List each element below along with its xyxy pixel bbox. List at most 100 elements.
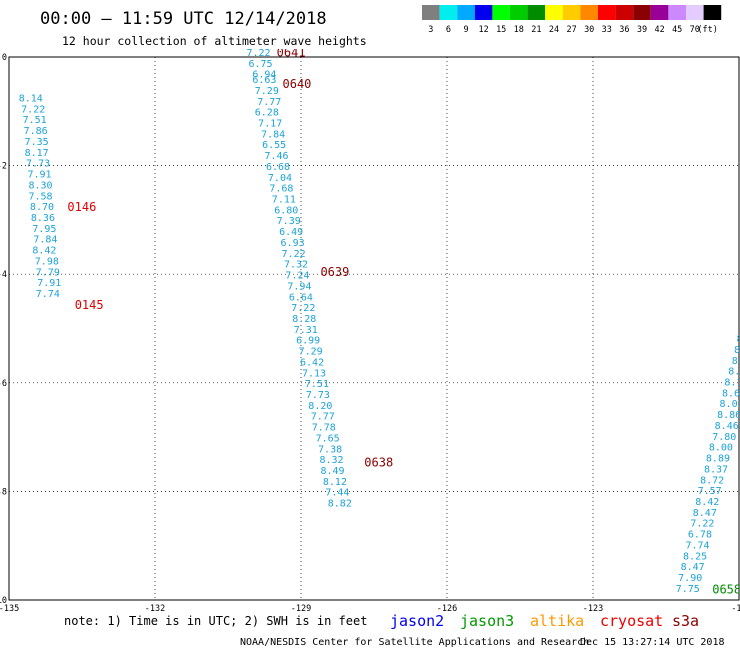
wave-height-value: 8.12	[323, 477, 347, 488]
time-stamp: 0145	[75, 298, 104, 312]
satellite-s3a: s3a	[672, 612, 699, 630]
wave-height-value: 8.1	[737, 334, 740, 345]
wave-height-value: 7.73	[26, 159, 50, 170]
wave-height-value: 8.28	[292, 314, 316, 325]
lat-tick-label: 0	[2, 53, 7, 63]
wave-height-value: 7.24	[285, 271, 309, 282]
lat-tick-label: -4	[0, 270, 7, 280]
wave-height-value: 7.22	[21, 104, 45, 115]
wave-height-value: 7.22	[291, 303, 315, 314]
wave-height-value: 7.11	[272, 195, 296, 206]
satellite-cryosat: cryosat	[600, 612, 663, 630]
legend-label: 30	[584, 25, 594, 35]
legend-swatch	[686, 5, 704, 20]
wave-height-value: 8.34	[734, 345, 740, 356]
time-stamp: 0639	[320, 265, 349, 279]
legend-swatch	[668, 5, 686, 20]
wave-height-value: 6.28	[255, 108, 279, 119]
satellite-altika: altika	[530, 612, 584, 630]
units-note: note: 1) Time is in UTC; 2) SWH is in fe…	[64, 614, 367, 628]
wave-height-value: 7.51	[305, 379, 329, 390]
legend-swatch	[457, 5, 475, 20]
generated-timestamp: Dec 15 13:27:14 UTC 2018	[580, 637, 725, 648]
wave-height-value: 8.32	[319, 455, 343, 466]
wave-height-value: 7.13	[302, 368, 326, 379]
wave-height-value: 8.42	[32, 246, 56, 257]
wave-height-value: 7.95	[32, 224, 56, 235]
wave-height-value: 7.22	[246, 48, 270, 59]
satellite-jason2: jason2	[390, 612, 444, 630]
wave-height-value: 7.65	[316, 433, 340, 444]
altimeter-tracks: 8.147.227.517.867.358.177.737.918.307.58…	[19, 45, 740, 596]
wave-height-value: 8.22	[732, 356, 740, 367]
lon-tick-label: -123	[583, 604, 603, 614]
lon-tick-label: -132	[145, 604, 165, 614]
wave-height-value: 7.84	[33, 235, 57, 246]
lon-tick-label: -129	[291, 604, 311, 614]
wave-height-value: 7.75	[676, 584, 700, 595]
wave-height-value: 6.75	[248, 59, 272, 70]
legend-swatch	[633, 5, 651, 20]
legend-label: 21	[531, 25, 541, 35]
axis-ticks: -135 -132 -129 -126 -123 -12 0 -2 -4 -6 -8 -10	[0, 53, 740, 614]
wave-height-value: 7.94	[287, 281, 311, 292]
wave-height-value: 7.79	[36, 267, 60, 278]
legend-label: 39	[637, 25, 647, 35]
map-subtitle: 12 hour collection of altimeter wave hei…	[62, 34, 367, 48]
wave-height-value: 7.35	[25, 137, 49, 148]
wave-height-value: 7.77	[257, 97, 281, 108]
legend-swatch	[545, 5, 563, 20]
legend-label: 3	[428, 25, 433, 35]
legend-label: 24	[549, 25, 559, 35]
wave-height-value: 6.55	[262, 140, 286, 151]
wave-height-value: 7.73	[306, 390, 330, 401]
wave-height-value: 8.82	[328, 499, 352, 510]
wave-height-value: 6.63	[252, 75, 276, 86]
legend-swatch	[615, 5, 634, 20]
legend-label: 36	[619, 25, 629, 35]
wave-height-value: 7.22	[282, 249, 306, 260]
wave-height-value: 7.78	[312, 423, 336, 434]
wave-height-value: 8.86	[717, 410, 740, 421]
wave-height-value: 7.46	[265, 151, 289, 162]
plot-area: -135 -132 -129 -126 -123 -12 0 -2 -4 -6 -8 -10 8.14…	[0, 45, 740, 614]
graticule	[9, 57, 739, 600]
wave-height-value: 7.29	[255, 86, 279, 97]
wave-height-value: 7.80	[712, 432, 736, 443]
wave-height-value: 7.68	[269, 184, 293, 195]
legend-label: 33	[602, 25, 612, 35]
time-stamp: 0638	[364, 455, 393, 469]
legend-swatch	[422, 5, 440, 20]
wave-height-value: 7.51	[23, 115, 47, 126]
legend-swatch	[510, 5, 528, 20]
wave-height-value: 8.14	[19, 94, 43, 105]
color-legend: 3 6 9 12 15 18 21 24 27 30 33 36 39 42 45 70(ft)	[422, 5, 722, 35]
wave-height-value: 7.44	[325, 488, 349, 499]
wave-height-value: 7.77	[311, 412, 335, 423]
time-stamp: 0641	[277, 45, 306, 59]
map-title: 00:00 — 11:59 UTC 12/14/2018	[40, 9, 327, 29]
lat-tick-label: -8	[0, 487, 7, 497]
wave-height-value: 6.94	[252, 70, 276, 81]
legend-label: 45	[672, 25, 682, 35]
legend-label: 9	[463, 25, 468, 35]
wave-height-value: 8.17	[25, 148, 49, 159]
wave-height-value: 7.39	[277, 216, 301, 227]
wave-height-value: 7.74	[685, 540, 709, 551]
wave-height-value: 8.36	[31, 213, 55, 224]
wave-height-value: 7.91	[37, 278, 61, 289]
source-credit: NOAA/NESDIS Center for Satellite Applica…	[240, 637, 589, 648]
legend-swatch	[527, 5, 546, 20]
wave-height-value: 8.49	[320, 466, 344, 477]
wave-height-value: 8.69	[722, 388, 740, 399]
wave-height-value: 8.02	[720, 399, 740, 410]
wave-height-value: 7.57	[698, 486, 722, 497]
lon-tick-label: -12	[731, 604, 740, 614]
wave-height-value: 7.38	[318, 444, 342, 455]
legend-swatch	[580, 5, 598, 20]
wave-height-value: 6.64	[289, 292, 313, 303]
wave-height-value: 8.46	[715, 421, 739, 432]
wave-height-value: 6.93	[281, 238, 305, 249]
legend-label: 42	[654, 25, 664, 35]
